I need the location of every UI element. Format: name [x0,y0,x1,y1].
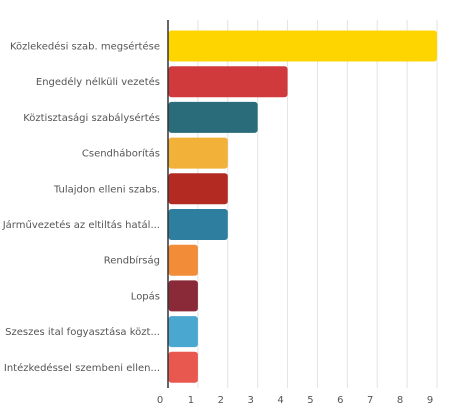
x-tick-label: 4 [277,395,283,406]
x-tick-label: 2 [218,395,224,406]
category-label: Intézkedéssel szembeni ellen... [4,362,160,374]
bar [168,209,228,240]
bar [168,173,228,205]
bar [168,244,198,276]
bar [168,101,258,133]
category-label: Tulajdon elleni szabs. [53,184,160,195]
category-label: Köztisztasági szabálysértés [23,112,160,124]
category-labels: Közlekedési szab. megsértése Engedély nél… [2,41,160,374]
x-tick-labels: 0 1 2 3 4 5 6 7 8 9 [157,395,433,406]
bar [168,316,198,348]
x-tick-label: 8 [397,395,403,406]
category-label: Szeszes ital fogyasztása közt... [5,326,160,338]
category-label: Lopás [131,290,160,302]
category-label: Csendháborítás [82,148,160,160]
bar [168,280,198,312]
bars [168,30,437,383]
category-label: Járművezetés az eltiltás hatál... [2,219,160,231]
category-label: Rendbírság [104,255,160,267]
x-tick-label: 9 [427,395,433,406]
x-tick-label: 3 [247,395,253,406]
x-tick-label: 0 [157,395,163,406]
bar [168,351,198,383]
bar [168,66,288,98]
bar [168,137,228,169]
bar [168,30,437,62]
category-label: Közlekedési szab. megsértése [10,41,160,53]
x-tick-label: 1 [188,395,194,406]
category-label: Engedély nélküli vezetés [36,76,160,88]
x-tick-label: 6 [337,395,343,406]
x-tick-label: 5 [307,395,313,406]
x-tick-label: 7 [367,395,373,406]
